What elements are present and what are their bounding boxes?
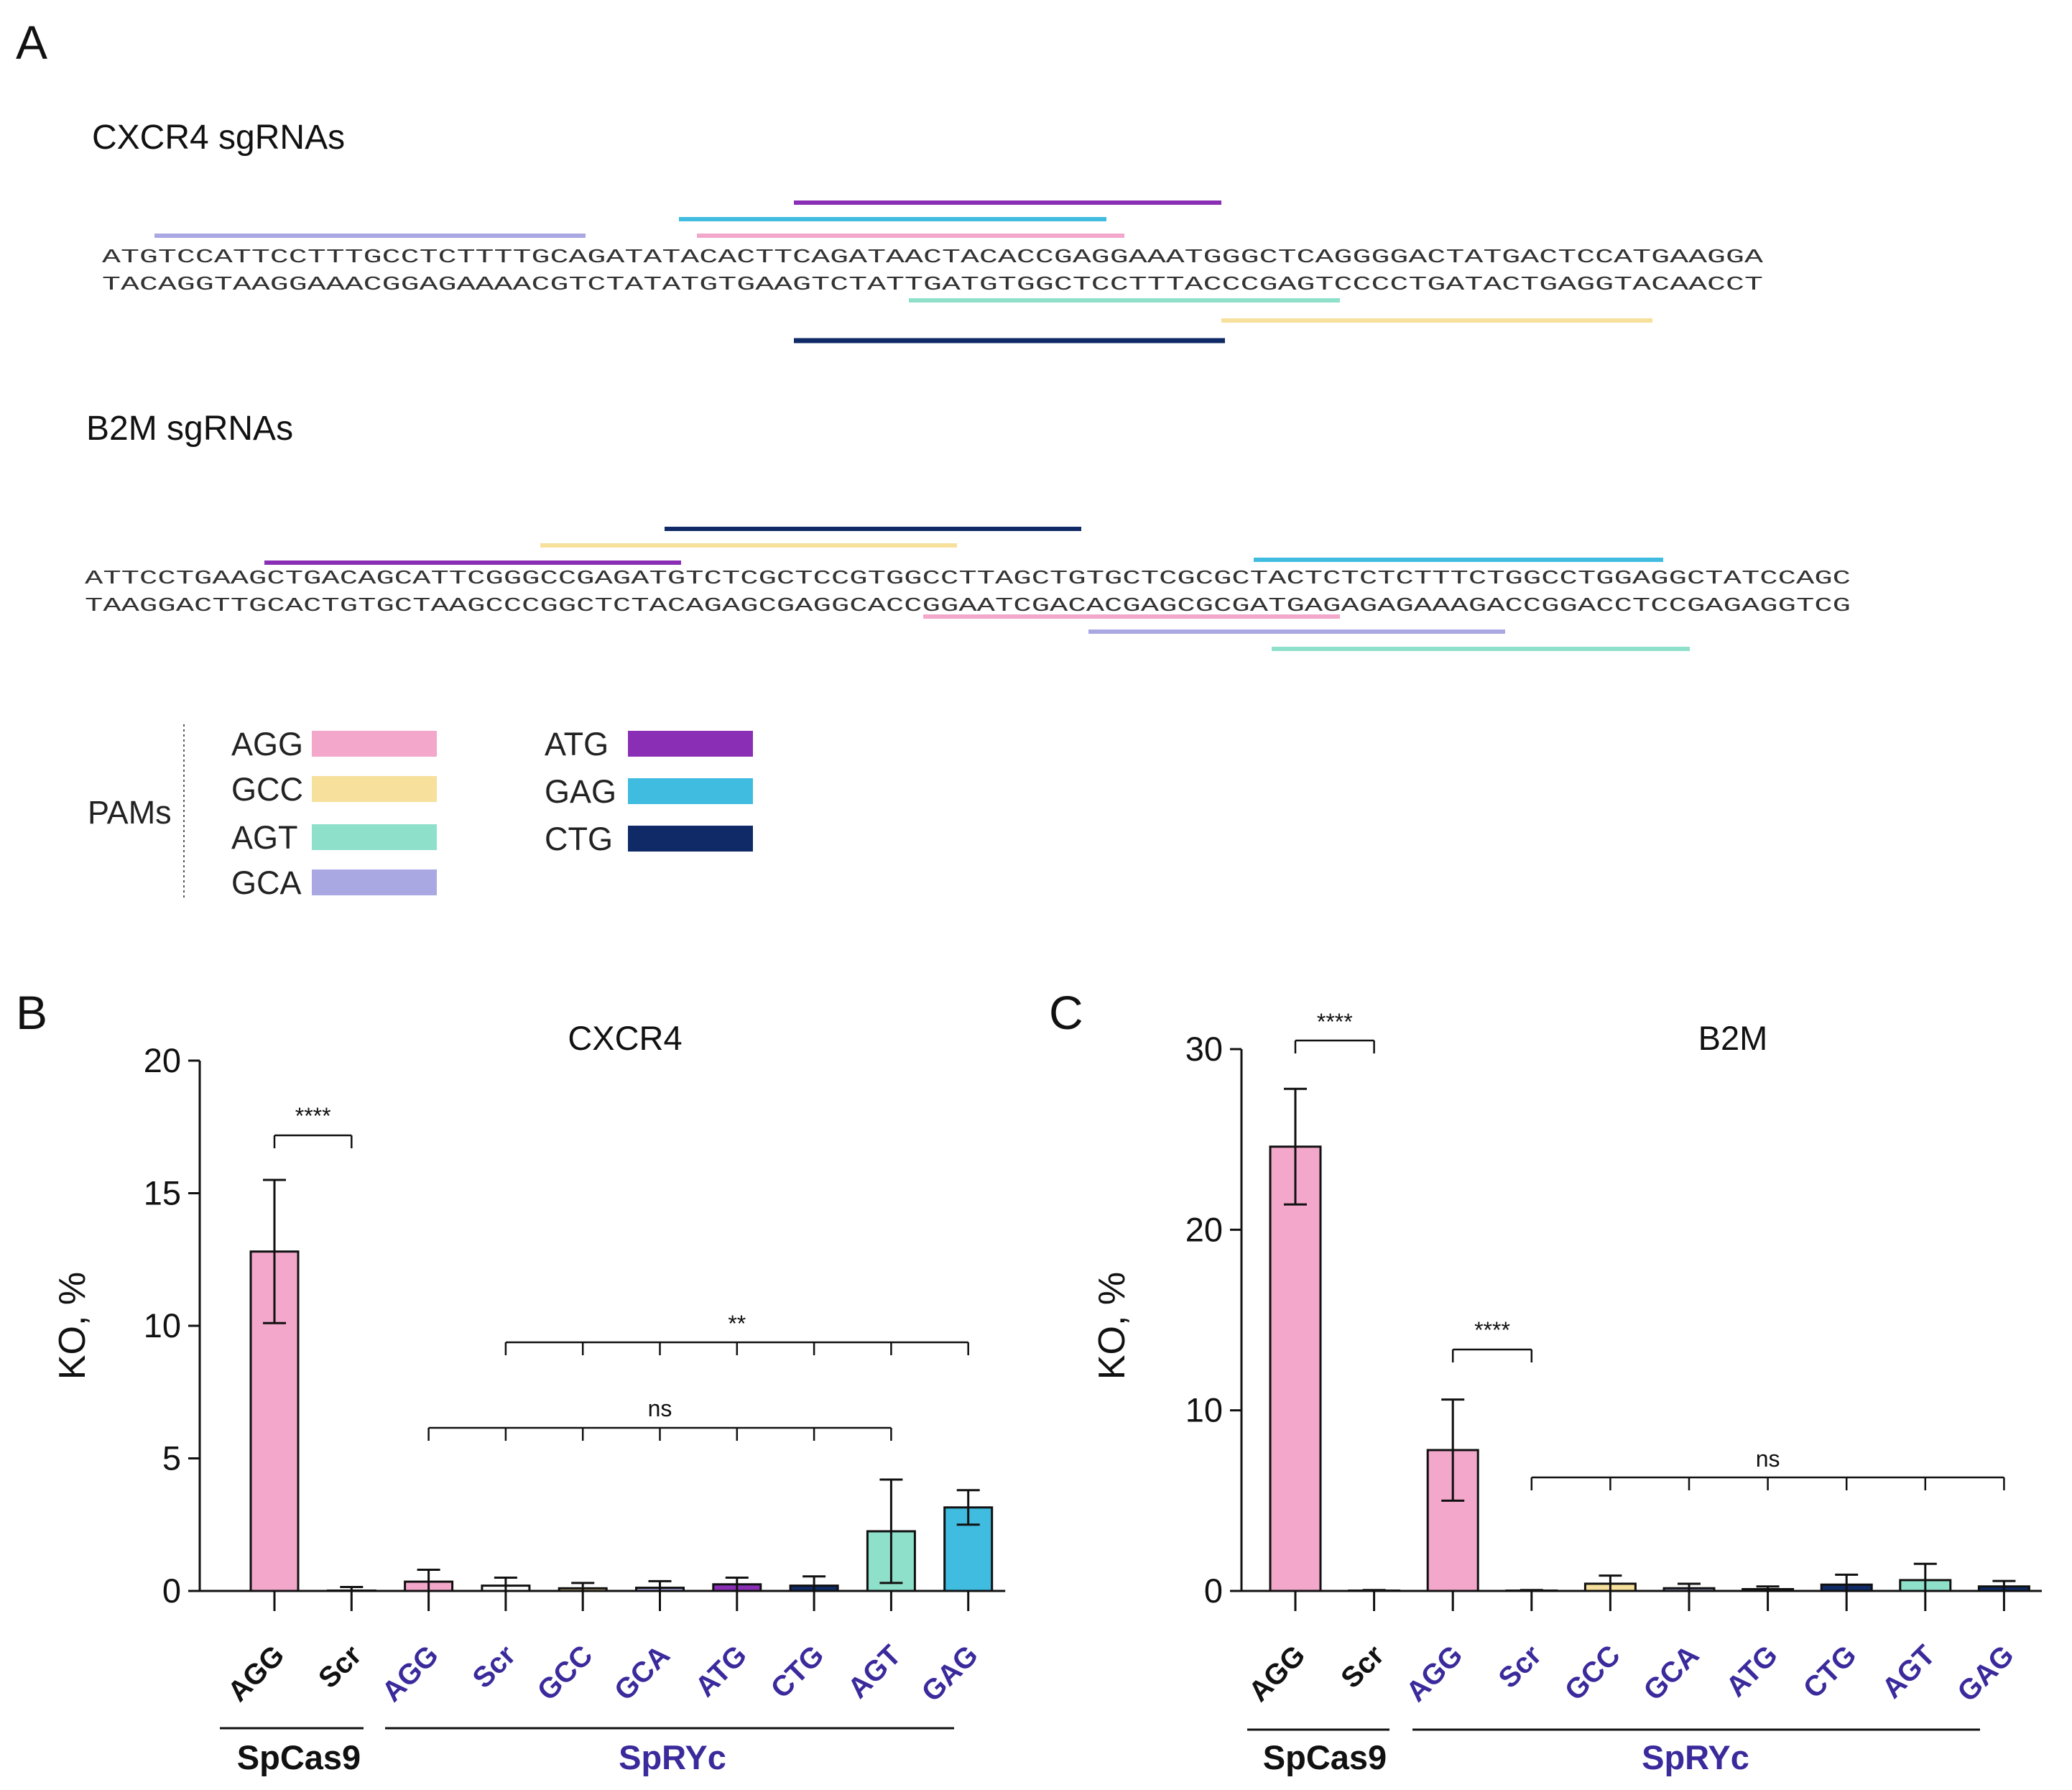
- pam-legend-agt-label: AGT: [231, 819, 298, 856]
- panel-label-a: A: [16, 16, 47, 69]
- cxcr4-y-axis-label: KO, %: [52, 1272, 93, 1380]
- b2m-category-label-5: GCA: [1637, 1639, 1705, 1707]
- b2m-y-tick-label: 20: [1185, 1210, 1223, 1248]
- pam-legend: PAMs AGG GCC AGT GCA ATG GAG CTG: [88, 724, 753, 901]
- panel-label-c: C: [1049, 986, 1083, 1039]
- b2m-sgrna-lines-top: [264, 527, 1663, 565]
- cxcr4-sgrna-title: CXCR4 sgRNAs: [92, 119, 345, 157]
- cxcr4-category-label-7: CTG: [765, 1639, 831, 1704]
- cxcr4-category-label-3: Scr: [467, 1639, 522, 1694]
- b2m-y-tick-label: 10: [1185, 1391, 1223, 1429]
- b2m-category-label-7: CTG: [1798, 1639, 1863, 1704]
- cxcr4-category-label-0: AGG: [222, 1639, 291, 1708]
- pam-legend-agg-label: AGG: [231, 726, 303, 762]
- cxcr4-y-tick-label: 15: [144, 1174, 181, 1212]
- b2m-category-label-0: AGG: [1243, 1639, 1312, 1708]
- pam-legend-gca-swatch: [312, 869, 437, 895]
- cxcr4-category-label-8: AGT: [842, 1639, 907, 1704]
- pam-legend-label: PAMs: [88, 794, 172, 831]
- b2m-sequence-top: ATTCCTGAAGCTGACAGCATTCGGGCCGAGATGTCTCGCT…: [85, 568, 1851, 590]
- b2m-chart-title: B2M: [1698, 1019, 1768, 1057]
- b2m-category-label-9: GAG: [1951, 1639, 2020, 1708]
- cxcr4-group-label-0: SpCas9: [237, 1738, 361, 1776]
- b2m-sig-label-1: ****: [1474, 1317, 1510, 1343]
- pam-legend-gcc-label: GCC: [231, 771, 303, 808]
- pam-legend-agg-swatch: [312, 731, 437, 757]
- cxcr4-sig-label-0: ****: [295, 1103, 331, 1129]
- pam-legend-ctg-label: CTG: [545, 821, 613, 857]
- cxcr4-category-label-9: GAG: [916, 1639, 985, 1708]
- pam-legend-gcc-swatch: [312, 776, 437, 802]
- panel-label-b: B: [16, 986, 47, 1039]
- b2m-category-label-8: AGT: [1876, 1639, 1941, 1704]
- cxcr4-group-label-1: SpRYc: [619, 1738, 726, 1776]
- b2m-y-tick-label: 30: [1185, 1030, 1223, 1068]
- b2m-sig-label-0: ****: [1317, 1009, 1353, 1035]
- cxcr4-chart-title: CXCR4: [568, 1019, 682, 1057]
- b2m-bar-0: [1269, 1145, 1322, 1592]
- pam-legend-gca-label: GCA: [231, 864, 302, 901]
- b2m-sgrna-lines-bottom: [923, 614, 1690, 651]
- b2m-group-label-0: SpCas9: [1263, 1738, 1387, 1776]
- cxcr4-sequence-bottom: TACAGGTAAGGAAACGGAGAAAACGTCTATATGTGAAGTC…: [102, 275, 1763, 296]
- b2m-y-axis-label: KO, %: [1091, 1272, 1133, 1380]
- cxcr4-y-tick-label: 0: [162, 1572, 181, 1610]
- cxcr4-y-tick-label: 10: [144, 1306, 181, 1344]
- cxcr4-category-label-1: Scr: [313, 1639, 368, 1694]
- pam-legend-ctg-swatch: [628, 826, 753, 852]
- b2m-sgrna-title: B2M sgRNAs: [86, 410, 293, 448]
- cxcr4-sgrna-lines-top: [154, 200, 1221, 238]
- b2m-category-label-4: GCC: [1559, 1639, 1627, 1707]
- b2m-group-label-1: SpRYc: [1642, 1738, 1749, 1776]
- pam-legend-atg-label: ATG: [545, 726, 609, 762]
- b2m-sig-label-2: ns: [1756, 1446, 1780, 1472]
- cxcr4-category-label-5: GCA: [609, 1639, 676, 1707]
- pam-legend-agt-swatch: [312, 824, 437, 850]
- pam-legend-atg-swatch: [628, 731, 753, 757]
- b2m-category-label-3: Scr: [1492, 1639, 1548, 1694]
- cxcr4-y-tick-label: 20: [144, 1041, 181, 1079]
- b2m-category-label-2: AGG: [1400, 1639, 1469, 1708]
- pam-legend-gag-label: GAG: [545, 773, 616, 810]
- cxcr4-sequence-top: ATGTCCATTCCTTTGCCTCTTTTGCAGATATACACTTCAG…: [102, 247, 1764, 269]
- cxcr4-category-label-2: AGG: [376, 1639, 445, 1708]
- b2m-category-label-6: ATG: [1720, 1639, 1784, 1703]
- cxcr4-sgrna-lines-bottom: [794, 298, 1652, 343]
- b2m-y-tick-label: 0: [1204, 1572, 1223, 1610]
- cxcr4-y-tick-label: 5: [162, 1439, 181, 1477]
- cxcr4-sig-label-1: **: [728, 1311, 746, 1337]
- pam-legend-gag-swatch: [628, 778, 753, 804]
- cxcr4-category-label-4: GCC: [532, 1639, 599, 1707]
- cxcr4-sig-label-2: ns: [648, 1395, 672, 1421]
- b2m-sequence-bottom: TAAGGACTTGCACTGTGCTAAGCCCGGCTCTACAGAGCGA…: [85, 596, 1851, 617]
- b2m-category-label-1: Scr: [1335, 1639, 1390, 1694]
- cxcr4-category-label-6: ATG: [689, 1639, 753, 1703]
